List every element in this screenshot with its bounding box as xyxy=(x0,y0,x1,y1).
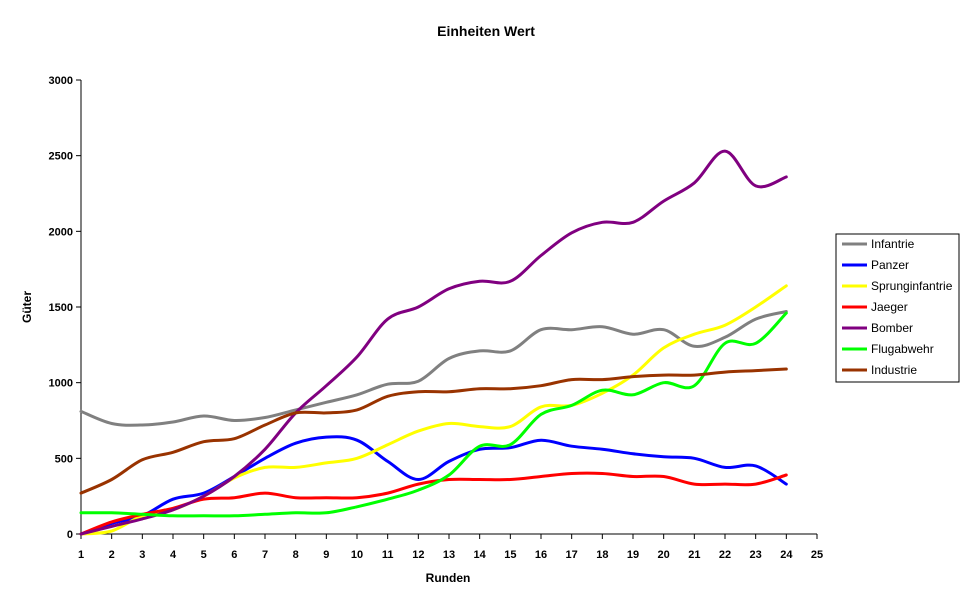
x-tick-label: 20 xyxy=(658,549,670,561)
legend: Infantrie Panzer Sprunginfantrie Jaeger Bomb… xyxy=(835,233,960,383)
x-tick-label: 21 xyxy=(688,549,700,561)
x-tick-label: 15 xyxy=(504,549,516,561)
legend-label-panzer: Panzer xyxy=(871,258,909,272)
x-tick-label: 7 xyxy=(262,549,268,561)
y-tick-label: 2500 xyxy=(49,151,73,163)
series-line-infantrie xyxy=(79,310,788,427)
x-axis-title: Runden xyxy=(426,571,471,585)
legend-label-flugabwehr: Flugabwehr xyxy=(871,342,934,356)
y-tick-label: 1500 xyxy=(49,302,73,314)
series-lines xyxy=(79,149,788,536)
series-line-flugabwehr xyxy=(79,311,788,518)
x-tick-label: 23 xyxy=(750,549,762,561)
series-line-jaeger xyxy=(79,471,788,536)
x-tick-label: 8 xyxy=(293,549,299,561)
x-tick-label: 5 xyxy=(201,549,207,561)
x-tick-label: 2 xyxy=(109,549,115,561)
x-tick-label: 1 xyxy=(78,549,84,561)
x-tick-label: 10 xyxy=(351,549,363,561)
x-tick-label: 4 xyxy=(170,549,177,561)
x-tick-label: 16 xyxy=(535,549,547,561)
x-tick-label: 22 xyxy=(719,549,731,561)
x-tick-label: 24 xyxy=(780,549,793,561)
y-tick-label: 3000 xyxy=(49,75,73,87)
legend-label-infantrie: Infantrie xyxy=(871,237,915,251)
x-tick-label: 12 xyxy=(412,549,424,561)
legend-label-sprunginfantrie: Sprunginfantrie xyxy=(871,279,953,293)
y-tick-label: 500 xyxy=(55,453,73,465)
series-line-industrie xyxy=(79,367,788,495)
x-tick-label: 17 xyxy=(566,549,578,561)
y-tick-label: 1000 xyxy=(49,378,73,390)
series-line-bomber xyxy=(79,149,788,536)
legend-label-bomber: Bomber xyxy=(871,321,913,335)
x-tick-label: 18 xyxy=(596,549,608,561)
y-tick-label: 2000 xyxy=(49,226,73,238)
chart-title: Einheiten Wert xyxy=(437,23,535,39)
series-line-panzer xyxy=(79,435,788,536)
y-axis-title: Güter xyxy=(20,291,34,323)
x-tick-label: 11 xyxy=(382,549,394,561)
legend-label-industrie: Industrie xyxy=(871,363,917,377)
x-tick-label: 3 xyxy=(139,549,145,561)
x-tick-label: 19 xyxy=(627,549,639,561)
x-tick-label: 13 xyxy=(443,549,455,561)
legend-label-jaeger: Jaeger xyxy=(871,300,908,314)
y-tick-label: 0 xyxy=(67,529,73,541)
x-tick-label: 9 xyxy=(323,549,329,561)
x-tick-label: 25 xyxy=(811,549,823,561)
x-tick-label: 6 xyxy=(231,549,237,561)
x-tick-label: 14 xyxy=(474,549,487,561)
